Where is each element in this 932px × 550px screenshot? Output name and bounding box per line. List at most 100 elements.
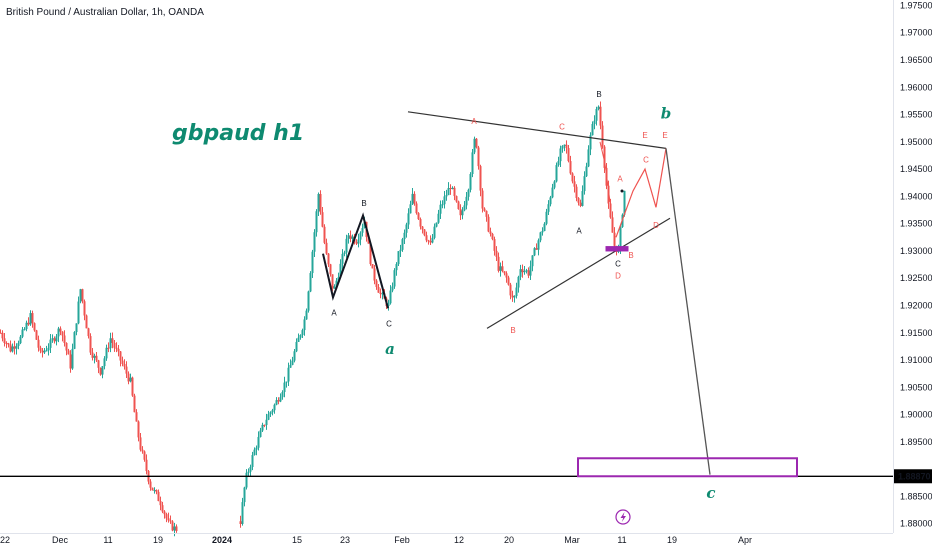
candle-body [267, 414, 270, 420]
candle-body [133, 395, 136, 413]
candle-body [163, 511, 166, 515]
candle-body [317, 193, 320, 212]
price-tick-label: 1.88500 [900, 491, 932, 501]
candle-body [557, 161, 560, 166]
wave-label-A: A [471, 117, 477, 126]
overlays-layer [0, 111, 893, 478]
candle-body [137, 421, 140, 438]
candle-body [113, 342, 116, 348]
candle-body [311, 251, 314, 274]
candle-body [437, 213, 440, 223]
candle-body [67, 350, 70, 355]
wave-label-C: C [559, 123, 565, 132]
candle-body [159, 501, 162, 506]
candle-body [303, 319, 306, 331]
candle-body [611, 217, 614, 233]
price-axis[interactable]: 1.97500 1.97000 1.96500 1.96000 1.95500 1.950… [893, 0, 932, 550]
candle-body [579, 202, 582, 206]
candle-body [305, 310, 308, 320]
time-tick-label: 2024 [212, 535, 232, 545]
candle-body [279, 397, 282, 402]
candle-body [321, 212, 324, 227]
candle-body [3, 338, 6, 344]
candle-body [103, 358, 106, 367]
candle-body [375, 280, 378, 288]
candle-body [85, 315, 88, 329]
time-tick-label: 22 [0, 535, 10, 545]
candle-body [491, 233, 494, 240]
candle-body [49, 339, 52, 348]
candle-body [417, 213, 420, 220]
candle-body [551, 187, 554, 198]
candle-body [1, 332, 4, 339]
candle-body [59, 328, 62, 332]
candle-body [509, 284, 512, 296]
candle-body [435, 222, 438, 227]
price-tick-label: 1.92500 [900, 273, 932, 283]
candle-body [401, 239, 404, 250]
candle-body [547, 204, 550, 212]
candle-body [445, 195, 448, 197]
candle-body [343, 252, 346, 254]
candle-body [589, 135, 592, 150]
candle-body [123, 363, 126, 367]
wave-label-C: C [643, 155, 649, 164]
candle-body [487, 216, 490, 232]
candle-body [451, 187, 454, 190]
candle-body [429, 241, 432, 243]
candle-body [243, 487, 246, 503]
time-axis[interactable]: 22 Dec 11 19 2024 15 23 Feb 12 20 Mar 11 19 Apr [0, 533, 893, 546]
candle-body [323, 226, 326, 243]
candle-body [11, 346, 14, 352]
candle-body [29, 313, 32, 325]
pivot-dot [620, 189, 624, 193]
time-tick-label: Mar [564, 535, 580, 545]
price-tick-label: 1.92000 [900, 301, 932, 311]
wave-label-c: c [706, 484, 715, 502]
time-tick-label: 11 [617, 535, 626, 545]
candle-body [333, 286, 336, 289]
candle-body [583, 176, 586, 192]
wave-a-zigzag [322, 212, 389, 309]
candle-body [369, 243, 372, 265]
candle-body [609, 203, 612, 218]
current-price-label: 1.88870 [898, 471, 931, 481]
candle-body [381, 293, 384, 295]
candle-body [53, 338, 56, 342]
candle-body [107, 347, 110, 349]
candle-body [603, 146, 606, 168]
candle-body [95, 355, 98, 361]
candle-body [81, 289, 84, 302]
candle-body [109, 338, 112, 349]
candle-body [525, 270, 528, 272]
flash-icon[interactable] [615, 509, 631, 525]
candle-body [587, 149, 590, 167]
candle-body [35, 330, 38, 340]
candle-body [73, 332, 76, 349]
candle-body [397, 251, 400, 265]
candle-body [483, 208, 486, 211]
price-tick-label: 1.91000 [900, 355, 932, 365]
price-tick-label: 1.95500 [900, 110, 932, 120]
wave-label-C: C [386, 319, 392, 328]
time-tick-label: 15 [292, 535, 302, 545]
candle-body [485, 210, 488, 217]
candle-body [17, 343, 20, 346]
candle-body [543, 223, 546, 231]
candle-body [285, 381, 288, 383]
candle-body [407, 213, 410, 225]
candle-body [265, 419, 268, 426]
candle-body [475, 138, 478, 148]
candle-body [421, 226, 424, 230]
candle-body [497, 256, 500, 271]
candle-body [567, 148, 570, 162]
wave-label-B: B [510, 326, 515, 335]
candle-body [479, 166, 482, 191]
price-tick-label: 1.93000 [900, 246, 932, 256]
candle-body [363, 221, 366, 228]
triangle-upper-line [407, 111, 667, 149]
candle-body [339, 263, 342, 278]
candle-body [111, 338, 114, 343]
candle-body [249, 466, 252, 472]
